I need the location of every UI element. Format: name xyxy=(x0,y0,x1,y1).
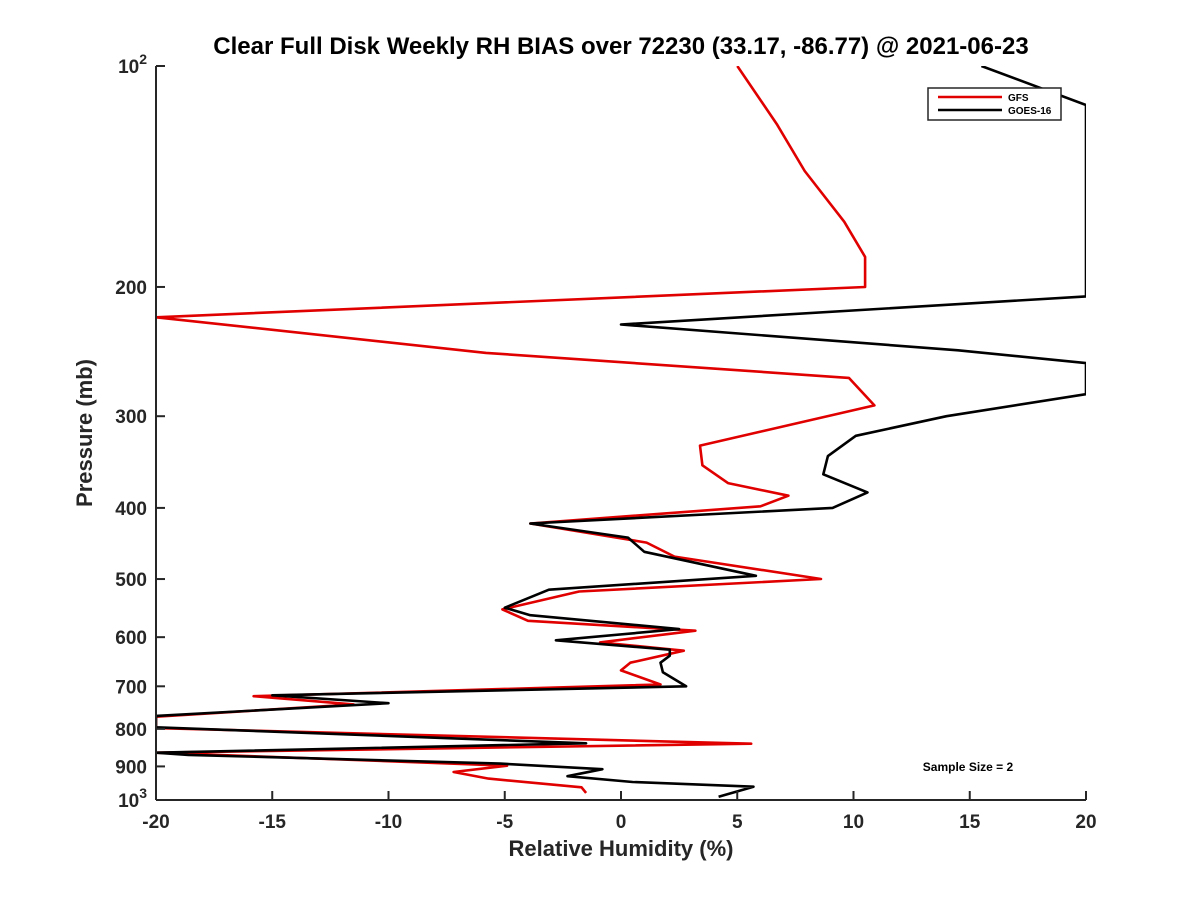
x-tick-label: -20 xyxy=(142,812,169,833)
legend-label-goes16: GOES-16 xyxy=(1008,106,1052,117)
x-tick-label: 0 xyxy=(616,812,627,833)
y-tick-label: 103 xyxy=(118,785,147,812)
y-axis-label: Pressure (mb) xyxy=(72,359,97,507)
legend-box xyxy=(927,87,1062,121)
y-tick-label: 400 xyxy=(115,499,147,520)
series-line-gfs xyxy=(156,66,876,794)
sample-size-annotation: Sample Size = 2 xyxy=(923,760,1014,774)
y-tick-label: 700 xyxy=(115,677,147,698)
x-tick-label: 5 xyxy=(732,812,743,833)
x-tick-label: -5 xyxy=(496,812,513,833)
series-line-goes16 xyxy=(156,66,1086,799)
y-tick-label: 800 xyxy=(115,720,147,741)
x-tick-label: 15 xyxy=(959,812,981,833)
y-tick-label: 900 xyxy=(115,757,147,778)
x-tick-label: 10 xyxy=(843,812,864,833)
y-tick-base: 10 xyxy=(118,57,139,78)
x-ticks: -20 -15 -10 -5 0 5 10 15 20 xyxy=(142,791,1097,833)
y-tick-exponent: 3 xyxy=(139,785,147,801)
chart-title: Clear Full Disk Weekly RH BIAS over 7223… xyxy=(213,33,1028,60)
y-tick-exponent: 2 xyxy=(139,51,147,67)
axes-layer xyxy=(155,66,1086,801)
x-tick-label: 20 xyxy=(1075,812,1096,833)
y-tick-label: 600 xyxy=(115,628,147,649)
series-layer xyxy=(156,66,1086,799)
y-tick-label: 200 xyxy=(115,278,147,299)
y-tick-label: 500 xyxy=(115,570,147,591)
y-tick-label: 102 xyxy=(118,51,147,78)
legend-label-gfs: GFS xyxy=(1008,93,1029,104)
legend: GFS GOES-16 xyxy=(927,87,1062,121)
x-axis-label: Relative Humidity (%) xyxy=(509,836,734,861)
y-tick-base: 10 xyxy=(118,791,139,812)
y-tick-label: 300 xyxy=(115,407,147,428)
x-tick-label: -15 xyxy=(259,812,287,833)
x-tick-label: -10 xyxy=(375,812,402,833)
